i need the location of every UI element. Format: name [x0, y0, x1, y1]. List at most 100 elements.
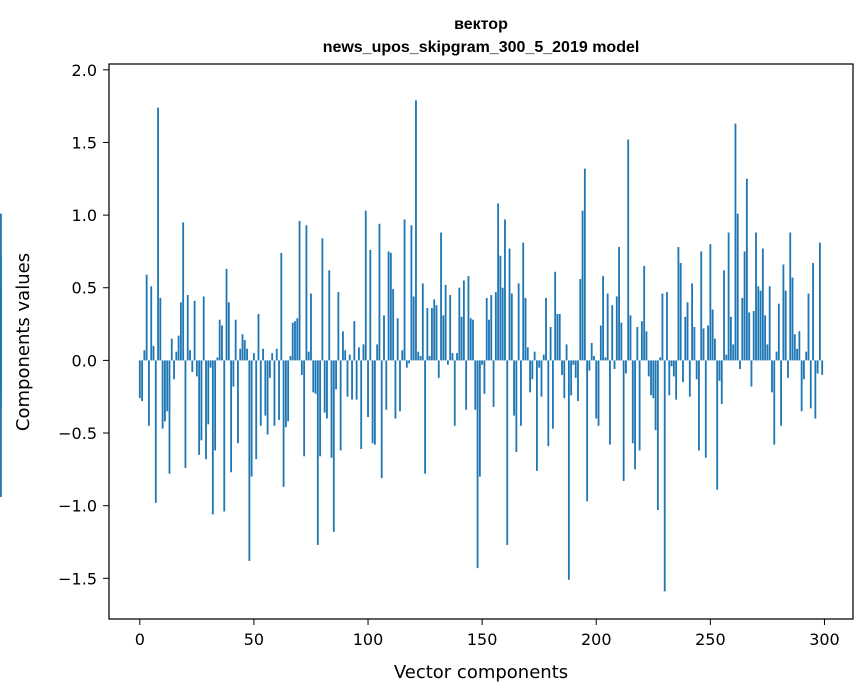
bar-53 — [259, 360, 262, 426]
bar-168 — [522, 242, 525, 361]
bar-182 — [554, 271, 557, 361]
bar-181 — [551, 360, 554, 429]
x-tick-label: 100 — [353, 630, 384, 649]
x-tick-label: 250 — [695, 630, 726, 649]
bar-175 — [538, 360, 541, 368]
bar-238 — [682, 360, 684, 383]
bar-13 — [168, 360, 171, 474]
bar-199 — [593, 356, 595, 361]
bar-80 — [321, 238, 324, 361]
bar-233 — [670, 360, 673, 367]
bar-246 — [700, 251, 703, 361]
bar-23 — [191, 360, 194, 373]
bar-270 — [755, 232, 757, 361]
bar-35 — [218, 319, 221, 361]
bar-115 — [401, 350, 404, 361]
x-tick-label: 50 — [244, 630, 264, 649]
bar-68 — [294, 321, 296, 361]
bar-236 — [677, 247, 680, 361]
bar-169 — [524, 297, 527, 361]
y-tick-label: 2.0 — [72, 61, 97, 80]
bar-296 — [814, 360, 817, 419]
bar-59 — [273, 360, 276, 426]
bar-119 — [410, 225, 413, 361]
bar-213 — [625, 360, 627, 374]
bar-289 — [798, 331, 801, 361]
bar-282 — [782, 264, 785, 361]
bar-143 — [465, 360, 468, 410]
bar-26 — [198, 360, 201, 455]
bar-76 — [312, 360, 315, 393]
bar-106 — [380, 360, 383, 479]
bar-272 — [759, 290, 762, 361]
bar-245 — [698, 360, 700, 451]
bar-211 — [620, 322, 623, 361]
bar-44 — [239, 348, 242, 361]
bar-110 — [389, 252, 392, 361]
bar-208 — [613, 360, 616, 370]
bar-67 — [291, 322, 294, 361]
bar-99 — [364, 210, 367, 361]
bar-298 — [818, 242, 821, 361]
bar-153 — [488, 319, 490, 361]
bar-34 — [216, 357, 219, 361]
bar-280 — [777, 303, 780, 361]
bar-173 — [533, 351, 536, 361]
bar-155 — [492, 360, 495, 407]
bar-109 — [387, 251, 390, 361]
bar-160 — [504, 219, 506, 361]
bar-216 — [631, 360, 634, 444]
bar-292 — [805, 351, 808, 361]
bar-118 — [408, 360, 411, 364]
bar-243 — [693, 326, 696, 361]
bar-72 — [303, 360, 306, 457]
bar-201 — [597, 360, 600, 426]
bar-269 — [752, 310, 755, 361]
bar-89 — [342, 331, 344, 361]
bar-150 — [481, 360, 484, 365]
bar-209 — [615, 296, 618, 361]
bar-224 — [650, 360, 652, 396]
bar-192 — [577, 360, 579, 402]
bar-263 — [739, 360, 741, 370]
bar-36 — [221, 325, 223, 361]
bar-81 — [323, 360, 326, 413]
y-tick-label: −1.5 — [58, 569, 97, 588]
bar-38 — [225, 268, 228, 361]
bar-37 — [223, 360, 226, 512]
bar-217 — [634, 360, 636, 470]
bar-284 — [787, 360, 789, 378]
bar-128 — [431, 308, 433, 361]
bar-185 — [561, 360, 563, 375]
bar-47 — [246, 348, 248, 361]
bar-172 — [531, 360, 534, 380]
bar-45 — [241, 334, 244, 361]
bar-134 — [444, 284, 447, 361]
bar-195 — [583, 168, 586, 361]
bar-240 — [686, 302, 689, 361]
bar-252 — [714, 338, 716, 361]
bar-249 — [707, 325, 709, 361]
plot-frame — [108, 63, 854, 620]
bar-290 — [800, 360, 803, 412]
bar-11 — [164, 360, 166, 422]
bar-137 — [451, 353, 454, 361]
bar-174 — [536, 360, 538, 471]
bar-288 — [796, 348, 798, 361]
bar-256 — [723, 270, 725, 361]
bar-287 — [793, 334, 796, 361]
bar-117 — [405, 360, 408, 368]
bar-142 — [462, 280, 465, 361]
bar-54 — [262, 348, 264, 361]
bar-103 — [373, 360, 376, 445]
x-axis-ticks: 0 50 100 150 200 250 300 — [135, 619, 840, 649]
bar-268 — [750, 360, 753, 387]
bar-138 — [453, 360, 456, 426]
bar-48 — [248, 360, 251, 561]
bar-202 — [599, 325, 602, 361]
bar-90 — [344, 350, 347, 361]
bar-254 — [718, 360, 721, 381]
bar-127 — [428, 356, 431, 361]
bar-214 — [627, 139, 630, 361]
bar-277 — [771, 360, 773, 393]
